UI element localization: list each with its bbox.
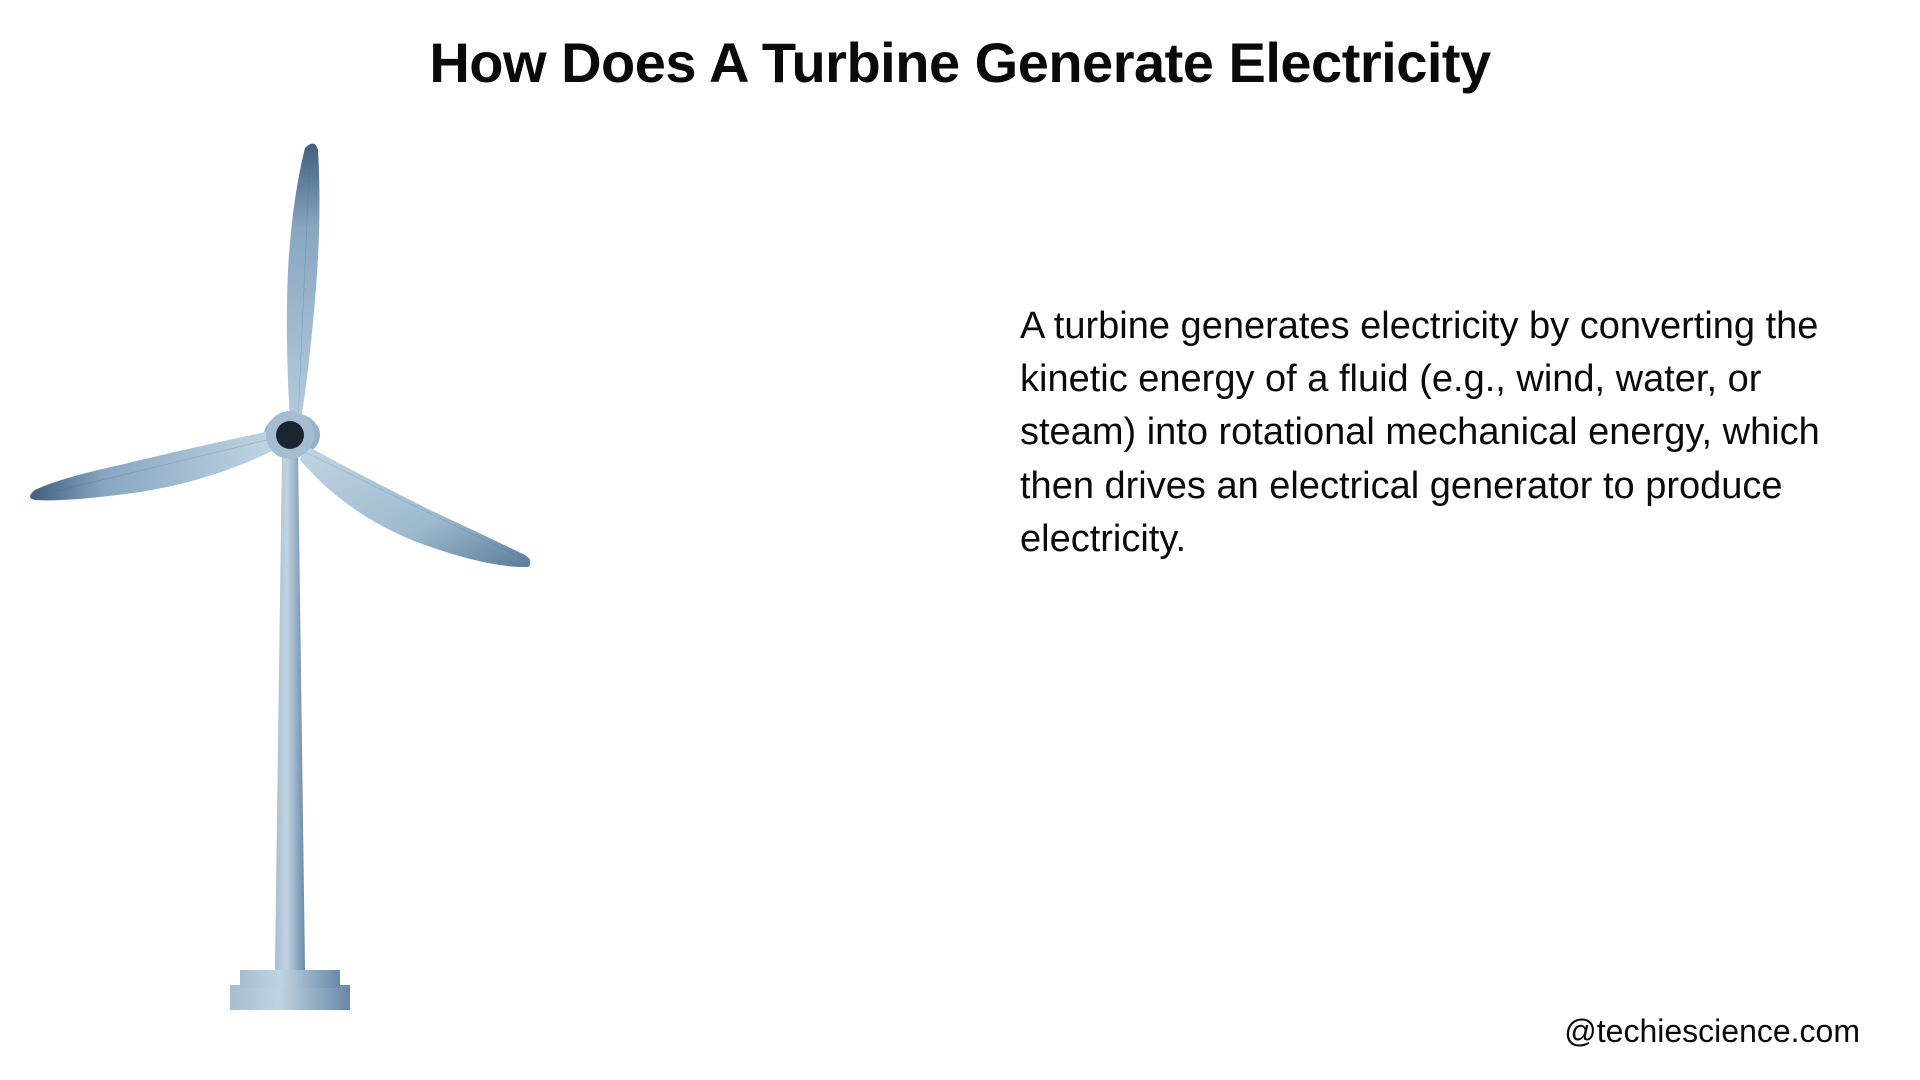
description-text: A turbine generates electricity by conve… bbox=[1020, 300, 1820, 566]
page-title: How Does A Turbine Generate Electricity bbox=[0, 30, 1920, 95]
turbine-base-upper bbox=[240, 970, 340, 988]
watermark: @techiescience.com bbox=[1564, 1013, 1860, 1050]
turbine-blade-1 bbox=[287, 143, 320, 425]
turbine-blade-2 bbox=[30, 430, 278, 500]
turbine-illustration bbox=[30, 140, 530, 1010]
turbine-base bbox=[230, 985, 350, 1010]
turbine-hub-inner bbox=[276, 421, 304, 449]
turbine-tower bbox=[275, 450, 305, 970]
